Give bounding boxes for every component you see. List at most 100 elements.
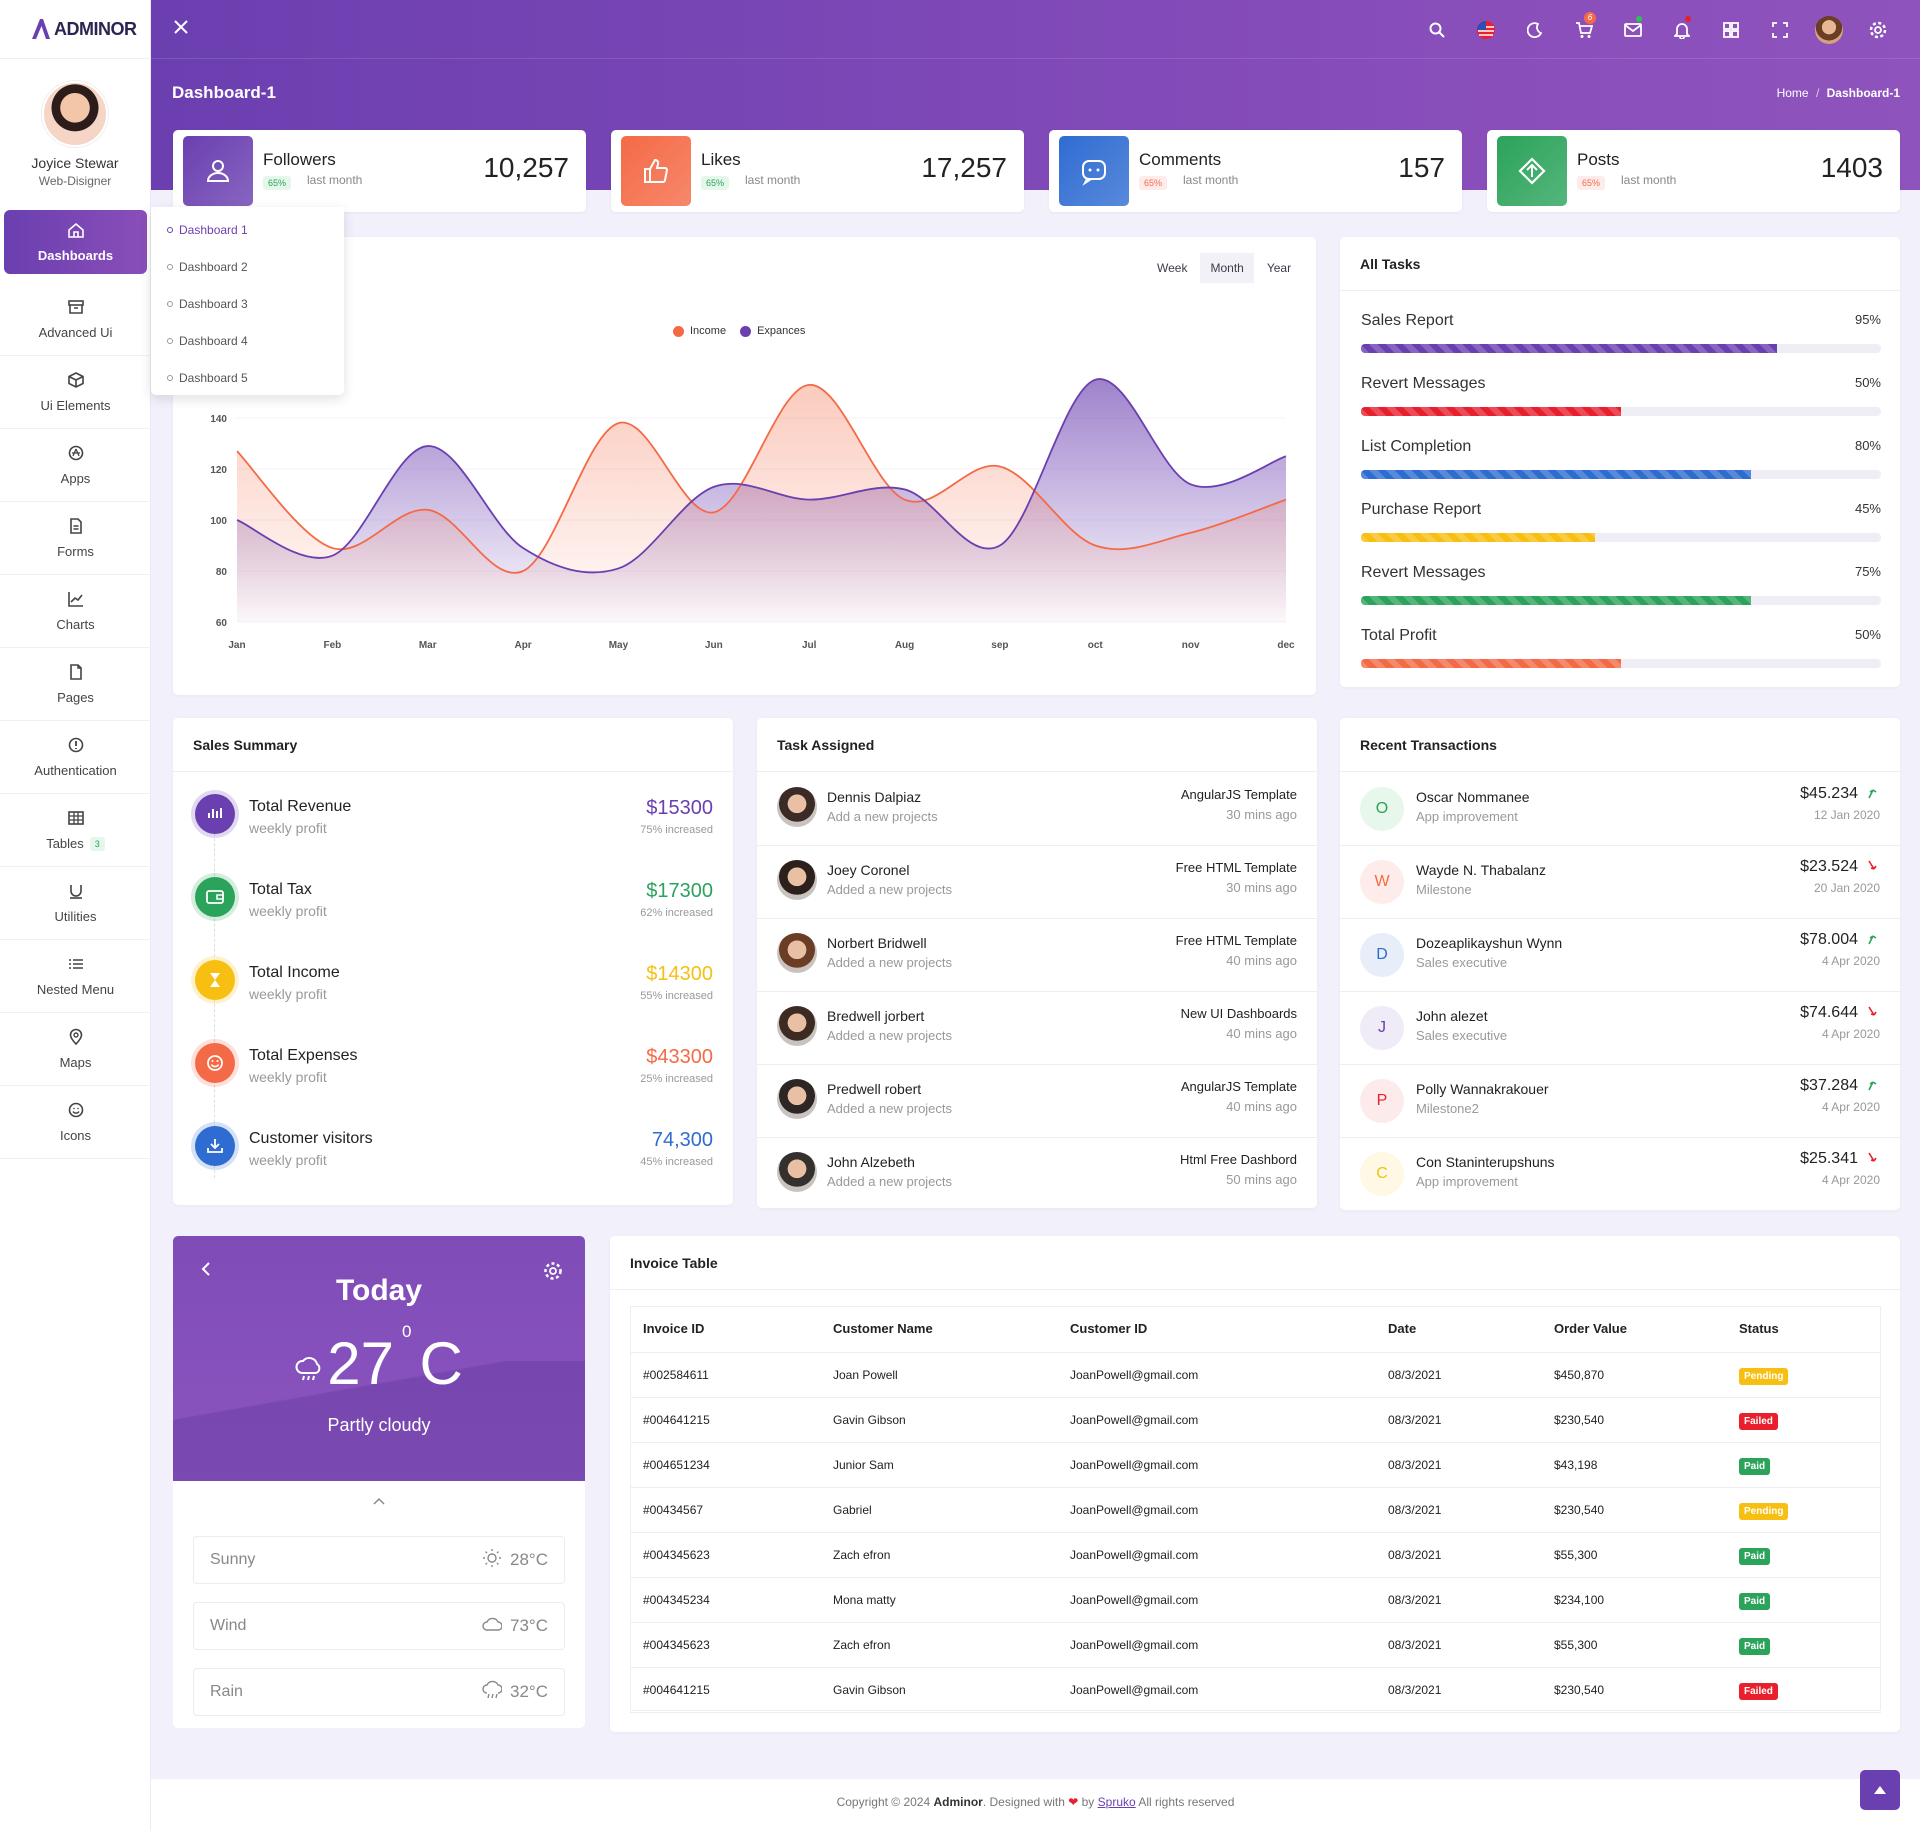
data-point[interactable] — [712, 485, 716, 489]
sales-item[interactable]: Total Expenses weekly profit $43300 25% inc… — [173, 1043, 733, 1103]
transaction-row[interactable]: J John alezet Sales executive $74.644 4 Apr … — [1340, 992, 1900, 1065]
data-point[interactable] — [903, 487, 907, 491]
dropdown-item-dashboard-1[interactable]: Dashboard 1 — [151, 211, 344, 248]
bell-icon[interactable] — [1657, 16, 1706, 44]
sidebar-item-dashboards[interactable]: Dashboards — [4, 210, 147, 274]
transaction-row[interactable]: P Polly Wannakrakouer Milestone2 $37.284 4 A… — [1340, 1065, 1900, 1138]
table-row[interactable]: #004641215 Gavin Gibson JoanPowell@gmail.c… — [630, 1667, 1881, 1713]
data-point[interactable] — [998, 544, 1002, 548]
sidebar-item-advanced-ui[interactable]: Advanced Ui — [0, 283, 151, 356]
table-row[interactable]: #004345623 Zach efron JoanPowell@gmail.com… — [630, 1622, 1881, 1668]
data-point[interactable] — [616, 566, 620, 570]
column-header[interactable]: Customer Name — [820, 1306, 1057, 1353]
footer-link[interactable]: Spruko — [1097, 1795, 1136, 1809]
column-header[interactable]: Invoice ID — [630, 1306, 820, 1353]
table-row[interactable]: #004345623 Zach efron JoanPowell@gmail.com… — [630, 1532, 1881, 1578]
tab-month[interactable]: Month — [1200, 253, 1254, 283]
grid-icon[interactable] — [1706, 16, 1755, 44]
sidebar-item-tables[interactable]: Tables 3 — [0, 794, 151, 867]
column-header[interactable]: Customer ID — [1057, 1306, 1375, 1353]
sales-item[interactable]: Total Income weekly profit $14300 55% incre… — [173, 960, 733, 1020]
avatar[interactable] — [42, 81, 108, 147]
data-point[interactable] — [998, 464, 1002, 468]
transaction-row[interactable]: O Oscar Nommanee App improvement $45.234 12 … — [1340, 773, 1900, 846]
sidebar-item-icons[interactable]: Icons — [0, 1086, 151, 1159]
task-assigned-row[interactable]: John Alzebeth Added a new projects Html Fr… — [757, 1138, 1317, 1211]
stat-card-likes[interactable]: Likes 65% last month 17,257 — [611, 130, 1024, 212]
task-assigned-row[interactable]: Norbert Bridwell Added a new projects Free… — [757, 919, 1317, 992]
dropdown-item-dashboard-5[interactable]: Dashboard 5 — [151, 359, 344, 396]
sidebar-item-pages[interactable]: Pages — [0, 648, 151, 721]
task-assigned-row[interactable]: Bredwell jorbert Added a new projects New … — [757, 992, 1317, 1065]
sales-item[interactable]: Total Revenue weekly profit $15300 75% incr… — [173, 794, 733, 854]
chevron-left-icon[interactable] — [201, 1262, 211, 1279]
mail-icon[interactable] — [1608, 16, 1657, 44]
task-assigned-row[interactable]: Predwell robert Added a new projects Angul… — [757, 1065, 1317, 1138]
sales-item[interactable]: Customer visitors weekly profit 74,300 45% … — [173, 1126, 733, 1186]
table-row[interactable]: #004345234 Mona matty JoanPowell@gmail.com… — [630, 1577, 1881, 1623]
tab-year[interactable]: Year — [1256, 253, 1302, 283]
back-to-top-button[interactable] — [1860, 1770, 1900, 1810]
sidebar-item-apps[interactable]: Apps — [0, 429, 151, 502]
legend-item[interactable]: Income — [673, 325, 726, 337]
data-point[interactable] — [235, 518, 239, 522]
weather-row-wind[interactable]: Wind 73°C — [193, 1602, 565, 1650]
sidebar-item-forms[interactable]: Forms — [0, 502, 151, 575]
table-row[interactable]: #004651234 Junior Sam JoanPowell@gmail.com… — [630, 1442, 1881, 1488]
search-icon[interactable] — [1412, 16, 1461, 44]
stat-card-comments[interactable]: Comments 65% last month 157 — [1049, 130, 1462, 212]
chevron-up-icon[interactable] — [173, 1481, 585, 1508]
data-point[interactable] — [903, 498, 907, 502]
close-icon[interactable] — [173, 18, 189, 41]
sales-item[interactable]: Total Tax weekly profit $17300 62% increase… — [173, 877, 733, 937]
transaction-row[interactable]: D Dozeaplikayshun Wynn Sales executive $78.… — [1340, 919, 1900, 992]
data-point[interactable] — [521, 546, 525, 550]
data-point[interactable] — [1284, 454, 1288, 458]
column-header[interactable]: Date — [1375, 1306, 1541, 1353]
transaction-row[interactable]: W Wayde N. Thabalanz Milestone $23.524 20 Ja… — [1340, 846, 1900, 919]
sidebar-item-ui-elements[interactable]: Ui Elements — [0, 356, 151, 429]
tab-week[interactable]: Week — [1147, 253, 1198, 283]
data-point[interactable] — [426, 508, 430, 512]
fullscreen-icon[interactable] — [1755, 16, 1804, 44]
sidebar-item-utilities[interactable]: Utilities — [0, 867, 151, 940]
dropdown-item-dashboard-2[interactable]: Dashboard 2 — [151, 248, 344, 285]
data-point[interactable] — [712, 510, 716, 514]
data-point[interactable] — [807, 383, 811, 387]
data-point[interactable] — [1093, 378, 1097, 382]
gear-icon[interactable] — [1853, 16, 1902, 44]
data-point[interactable] — [1284, 498, 1288, 502]
table-row[interactable]: #004641215 Gavin Gibson JoanPowell@gmail.c… — [630, 1397, 1881, 1443]
weather-row-rain[interactable]: Rain 32°C — [193, 1668, 565, 1716]
data-point[interactable] — [1189, 482, 1193, 486]
sidebar-item-charts[interactable]: Charts — [0, 575, 151, 648]
sidebar-item-nested-menu[interactable]: Nested Menu — [0, 940, 151, 1013]
data-point[interactable] — [1189, 531, 1193, 535]
sidebar-item-authentication[interactable]: Authentication — [0, 721, 151, 794]
legend-item[interactable]: Expances — [740, 325, 805, 337]
data-point[interactable] — [235, 449, 239, 453]
stat-card-posts[interactable]: Posts 65% last month 1403 — [1487, 130, 1900, 212]
stat-card-followers[interactable]: Followers 65% last month 10,257 — [173, 130, 586, 212]
cart-icon[interactable]: 6 — [1559, 12, 1608, 44]
data-point[interactable] — [616, 421, 620, 425]
column-header[interactable]: Order Value — [1541, 1306, 1726, 1353]
data-point[interactable] — [807, 498, 811, 502]
sidebar-item-maps[interactable]: Maps — [0, 1013, 151, 1086]
data-point[interactable] — [426, 444, 430, 448]
settings-icon[interactable] — [543, 1261, 563, 1284]
data-point[interactable] — [330, 546, 334, 550]
logo[interactable]: ADMINOR — [0, 0, 150, 59]
task-assigned-row[interactable]: Joey Coronel Added a new projects Free HTM… — [757, 846, 1317, 919]
data-point[interactable] — [1093, 544, 1097, 548]
flag-icon[interactable] — [1461, 16, 1510, 44]
breadcrumb-home[interactable]: Home — [1776, 86, 1809, 100]
dropdown-item-dashboard-3[interactable]: Dashboard 3 — [151, 285, 344, 322]
transaction-row[interactable]: C Con Staninterupshuns App improvement $25.… — [1340, 1138, 1900, 1211]
table-row[interactable]: #00434567 Gabriel JoanPowell@gmail.com 08/3… — [630, 1487, 1881, 1533]
dropdown-item-dashboard-4[interactable]: Dashboard 4 — [151, 322, 344, 359]
weather-row-sunny[interactable]: Sunny 28°C — [193, 1536, 565, 1584]
task-assigned-row[interactable]: Dennis Dalpiaz Add a new projects AngularJ… — [757, 773, 1317, 846]
user-avatar[interactable] — [1804, 16, 1853, 44]
data-point[interactable] — [521, 569, 525, 573]
